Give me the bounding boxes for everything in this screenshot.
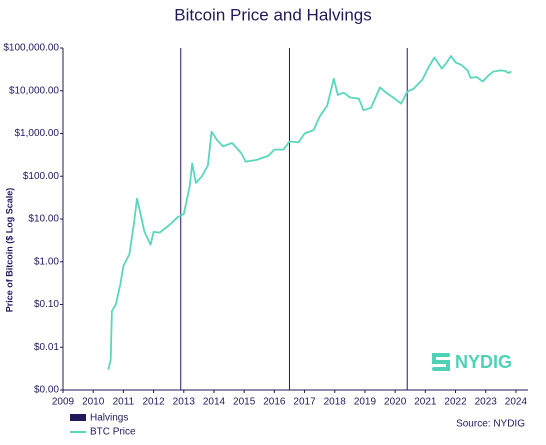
logo-icon [446, 360, 450, 371]
y-tick-label: $1.00 [34, 256, 59, 267]
x-tick-label: 2009 [52, 397, 75, 408]
x-tick-label: 2015 [233, 397, 256, 408]
x-tick-label: 2018 [324, 397, 347, 408]
x-tick-label: 2010 [82, 397, 105, 408]
x-tick-label: 2014 [203, 397, 226, 408]
y-tick-label: $100,000.00 [3, 43, 59, 54]
logo-text: NYDIG [455, 352, 512, 372]
x-tick-label: 2022 [444, 397, 467, 408]
logo-icon [432, 360, 450, 364]
legend-label: BTC Price [90, 427, 136, 438]
logo-icon [432, 353, 436, 364]
x-tick-label: 2023 [475, 397, 498, 408]
y-tick-label: $1,000.00 [15, 128, 60, 139]
price-line [107, 55, 512, 370]
legend-label: Halvings [90, 413, 128, 424]
x-tick-label: 2024 [505, 397, 528, 408]
logo-icon [432, 367, 450, 371]
x-tick-label: 2013 [173, 397, 196, 408]
y-tick-label: $100.00 [23, 171, 60, 182]
x-tick-label: 2021 [414, 397, 437, 408]
legend-swatch [70, 414, 86, 421]
x-tick-label: 2020 [384, 397, 407, 408]
x-tick-label: 2019 [354, 397, 377, 408]
y-axis-label: Price of Bitcoin ($ Log Scale) [4, 188, 14, 313]
y-tick-label: $10,000.00 [9, 85, 59, 96]
source: Source: NYDIG [456, 419, 525, 430]
logo-icon [432, 353, 450, 357]
x-tick-label: 2012 [142, 397, 165, 408]
y-tick-label: $10.00 [28, 214, 59, 225]
y-tick-label: $0.00 [34, 385, 59, 396]
chart-title: Bitcoin Price and Halvings [174, 5, 371, 24]
x-tick-label: 2017 [293, 397, 316, 408]
y-tick-label: $0.10 [34, 299, 59, 310]
x-tick-label: 2016 [263, 397, 286, 408]
y-tick-label: $0.01 [34, 342, 59, 353]
x-tick-label: 2011 [113, 397, 135, 408]
logo: NYDIG [432, 352, 512, 372]
